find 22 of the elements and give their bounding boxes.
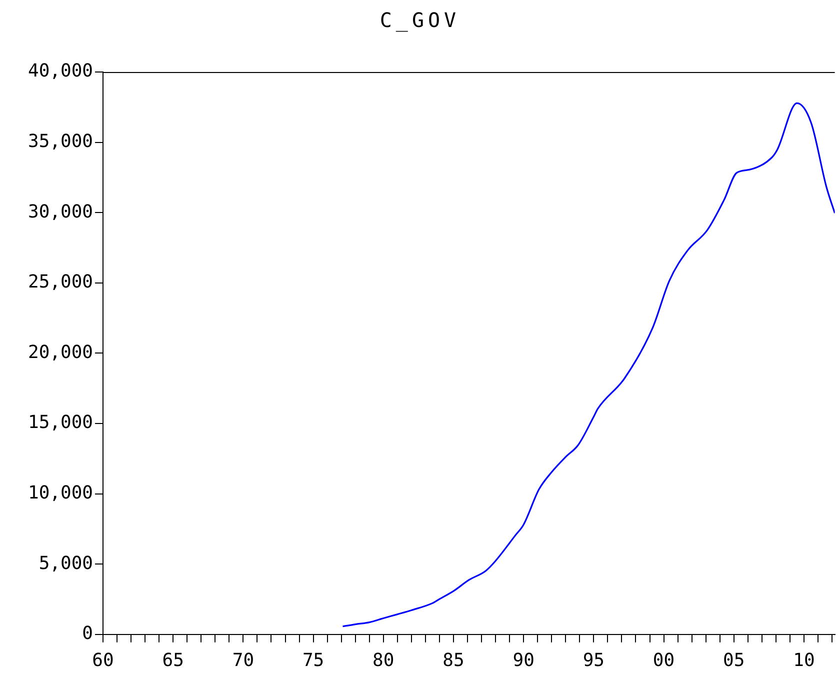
line-series — [342, 102, 835, 628]
x-tick-label: 05 — [723, 650, 745, 671]
x-tick-label: 60 — [92, 650, 114, 671]
x-tick-label: 85 — [442, 650, 464, 671]
chart-title: C_GOV — [378, 8, 462, 32]
y-tick-label: 30,000 — [28, 201, 94, 222]
x-tick-label: 80 — [372, 650, 394, 671]
y-tick-label: 35,000 — [28, 130, 94, 152]
x-tick-label: 65 — [162, 650, 184, 671]
x-tick-label: 00 — [652, 650, 675, 671]
y-tick-label: 20,000 — [28, 342, 94, 363]
x-tick-label: 10 — [793, 650, 815, 671]
y-tick-label: 15,000 — [28, 412, 94, 434]
x-tick-label: 75 — [302, 650, 324, 671]
y-tick-label: 5,000 — [38, 552, 94, 574]
y-tick-label: 25,000 — [28, 272, 94, 293]
x-tick-label: 95 — [582, 650, 605, 671]
x-tick-label: 90 — [512, 650, 534, 671]
x-tick-label: 70 — [232, 650, 254, 671]
y-tick-label: 10,000 — [28, 482, 94, 504]
y-tick-label: 40,000 — [28, 60, 94, 82]
y-tick-label: 0 — [82, 623, 94, 644]
